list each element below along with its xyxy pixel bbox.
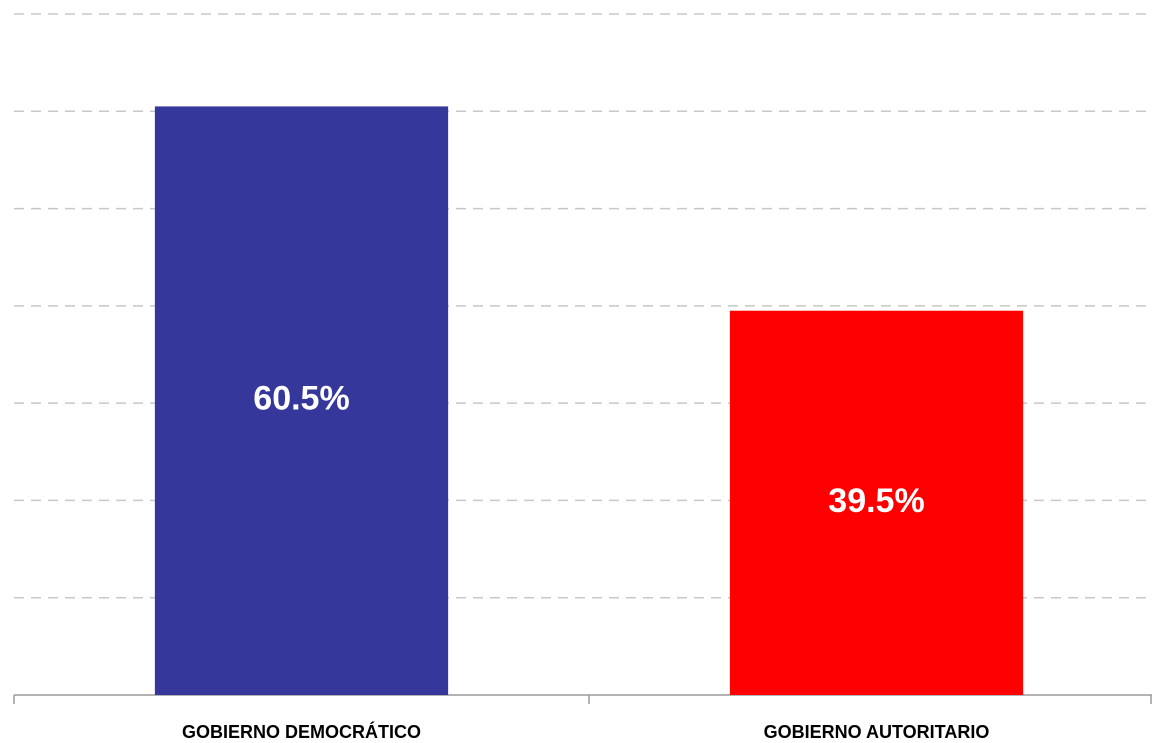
bar xyxy=(154,106,449,695)
data-label: 39.5% xyxy=(828,482,924,520)
data-label: 60.5% xyxy=(253,380,349,418)
bar xyxy=(729,310,1024,695)
x-tick-label: GOBIERNO AUTORITARIO xyxy=(764,722,990,742)
x-tick-label: GOBIERNO DEMOCRÁTICO xyxy=(182,721,421,742)
